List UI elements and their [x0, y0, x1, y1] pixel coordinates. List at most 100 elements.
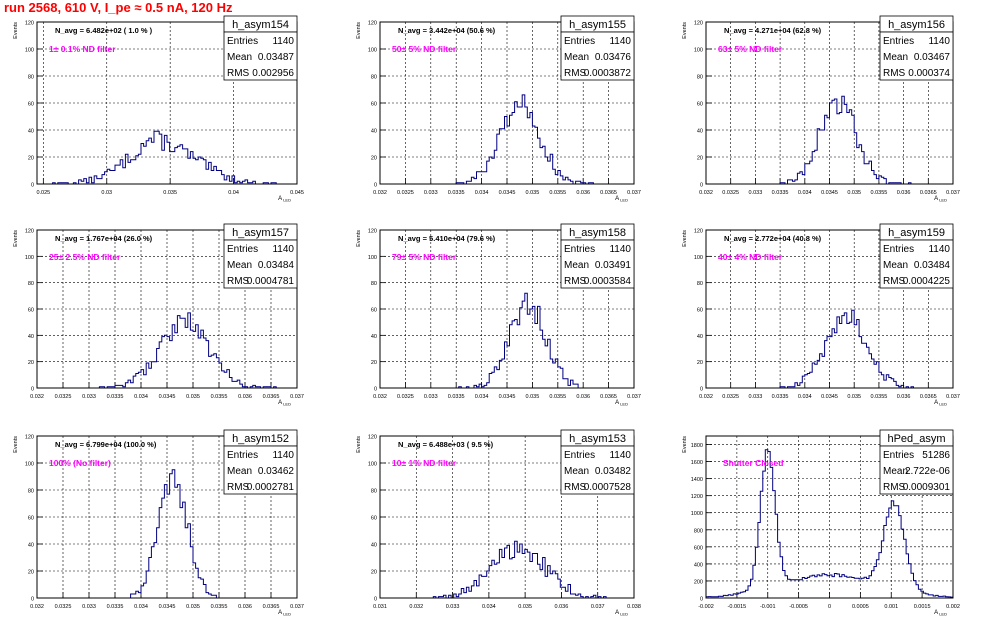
stats-key: Entries	[227, 244, 258, 255]
y-tick-label: 40	[371, 334, 377, 340]
histogram-name: h_asym155	[569, 19, 626, 31]
x-tick-label: 0.045	[290, 190, 304, 196]
filter-annotation: Shutter Closed	[723, 458, 783, 468]
x-tick-label: 0.0335	[107, 394, 124, 400]
x-tick-label: 0.0365	[263, 394, 280, 400]
x-tick-label: 0.0345	[499, 190, 516, 196]
plot-frame	[379, 21, 635, 185]
x-tick-label: 0	[828, 604, 831, 610]
x-tick-label: 0.002	[946, 604, 960, 610]
x-axis-label: A LED	[615, 196, 628, 203]
stats-value: 0.0003872	[584, 68, 632, 79]
x-tick-label: 0.0345	[821, 190, 838, 196]
x-tick-label: 0.035	[526, 394, 540, 400]
x-tick-label: 0.0325	[722, 394, 739, 400]
histogram-name: h_asym152	[232, 433, 289, 445]
stats-key: RMS	[883, 68, 906, 79]
x-tick-label: 0.032	[30, 604, 44, 610]
y-tick-label: 120	[694, 229, 703, 235]
y-tick-label: 40	[28, 334, 34, 340]
x-axis-label: A LED	[278, 610, 291, 617]
stats-key: RMS	[564, 276, 587, 287]
x-tick-label: 0.038	[627, 604, 641, 610]
plot-frame	[705, 21, 954, 185]
x-tick-label: 0.0325	[722, 190, 739, 196]
histogram-line	[37, 130, 297, 185]
histogram-name: hPed_asym	[887, 433, 945, 445]
y-axis-label: Events	[356, 230, 362, 247]
y-tick-label: 0	[700, 387, 703, 393]
y-axis-label: Events	[356, 22, 362, 39]
x-tick-label: 0.037	[627, 190, 641, 196]
y-tick-label: 80	[371, 489, 377, 495]
y-tick-label: 120	[25, 21, 34, 27]
x-axis-label: A LED	[615, 400, 628, 407]
x-tick-label: 0.0325	[397, 394, 414, 400]
stats-value: 1140	[928, 36, 950, 47]
x-tick-label: 0.033	[424, 190, 438, 196]
x-tick-label: 0.0365	[263, 604, 280, 610]
navg-label: N_avg = 3.442e+04 (50.6 %)	[398, 26, 496, 35]
stats-key: Entries	[564, 244, 595, 255]
x-tick-label: 0.03	[101, 190, 112, 196]
x-tick-label: 0.0355	[549, 394, 566, 400]
plot-frame	[379, 229, 635, 389]
plot-frame	[379, 435, 635, 599]
stats-value: 0.0009301	[903, 482, 951, 493]
x-tick-label: 0.032	[30, 394, 44, 400]
x-tick-label: 0.033	[749, 394, 763, 400]
stats-value: 0.03487	[258, 52, 295, 63]
x-tick-label: 0.036	[576, 394, 590, 400]
stats-box	[223, 445, 298, 495]
filter-annotation: 10± 1% ND filter	[392, 458, 457, 468]
x-tick-label: 0.034	[134, 604, 148, 610]
x-tick-label: 0.033	[82, 394, 96, 400]
y-tick-label: 120	[368, 21, 377, 27]
stats-value: 0.03482	[595, 466, 632, 477]
y-tick-label: 100	[368, 255, 377, 261]
stats-box	[879, 445, 954, 495]
y-tick-label: 60	[697, 102, 703, 108]
x-tick-label: 0.0005	[852, 604, 869, 610]
x-tick-label: 0.035	[163, 190, 177, 196]
x-tick-label: 0.036	[238, 394, 252, 400]
y-tick-label: 100	[25, 48, 34, 54]
y-axis-label: Events	[682, 436, 688, 453]
plot-frame	[705, 435, 954, 599]
y-axis-label: Events	[13, 230, 19, 247]
navg-label: N_avg = 6.482e+02 ( 1.0 % )	[55, 26, 153, 35]
y-axis-label: Events	[682, 230, 688, 247]
stats-value: 51286	[922, 450, 950, 461]
stats-key: Mean	[227, 466, 252, 477]
stats-value: 1140	[272, 36, 294, 47]
stats-value: 0.002956	[252, 68, 294, 79]
histogram-panel-h_asym158: 0 20 40 60 80 100 120 0.032 0.0325 0.033 0.0335 0.0…	[356, 223, 641, 407]
y-tick-label: 40	[371, 543, 377, 549]
x-tick-label: 0.034	[482, 604, 496, 610]
y-tick-label: 80	[28, 489, 34, 495]
x-tick-label: 0.0355	[870, 394, 887, 400]
y-tick-label: 120	[368, 229, 377, 235]
y-tick-label: 80	[28, 281, 34, 287]
x-tick-label: 0.037	[946, 394, 960, 400]
stats-value: 1140	[272, 450, 294, 461]
navg-label: N_avg = 6.799e+04 (100.0 %)	[55, 440, 157, 449]
x-tick-label: 0.032	[373, 190, 387, 196]
histogram-line	[380, 540, 634, 599]
histogram-panel-h_asym156: 0 20 40 60 80 100 120 0.032 0.0325 0.033 0.0335 0.0…	[682, 15, 960, 203]
navg-label: N_avg = 6.488e+03 ( 9.5 %)	[398, 440, 494, 449]
stats-box	[560, 445, 635, 495]
x-tick-label: 0.025	[36, 190, 50, 196]
x-axis-label: A LED	[278, 400, 291, 407]
stats-box	[223, 31, 298, 81]
histogram-panel-h_asym154: 0 20 40 60 80 100 120 0.025 0.03 0.035 0.04 0.045 Ev…	[13, 15, 304, 203]
navg-label: N_avg = 4.271e+04 (62.8 %)	[724, 26, 822, 35]
stats-box	[223, 239, 298, 289]
x-axis-label: A LED	[934, 610, 947, 617]
y-tick-label: 80	[28, 75, 34, 81]
x-tick-label: 0.0365	[600, 190, 617, 196]
y-tick-label: 20	[371, 570, 377, 576]
y-tick-label: 0	[31, 597, 34, 603]
stats-key: RMS	[883, 482, 906, 493]
stats-key: Entries	[564, 450, 595, 461]
